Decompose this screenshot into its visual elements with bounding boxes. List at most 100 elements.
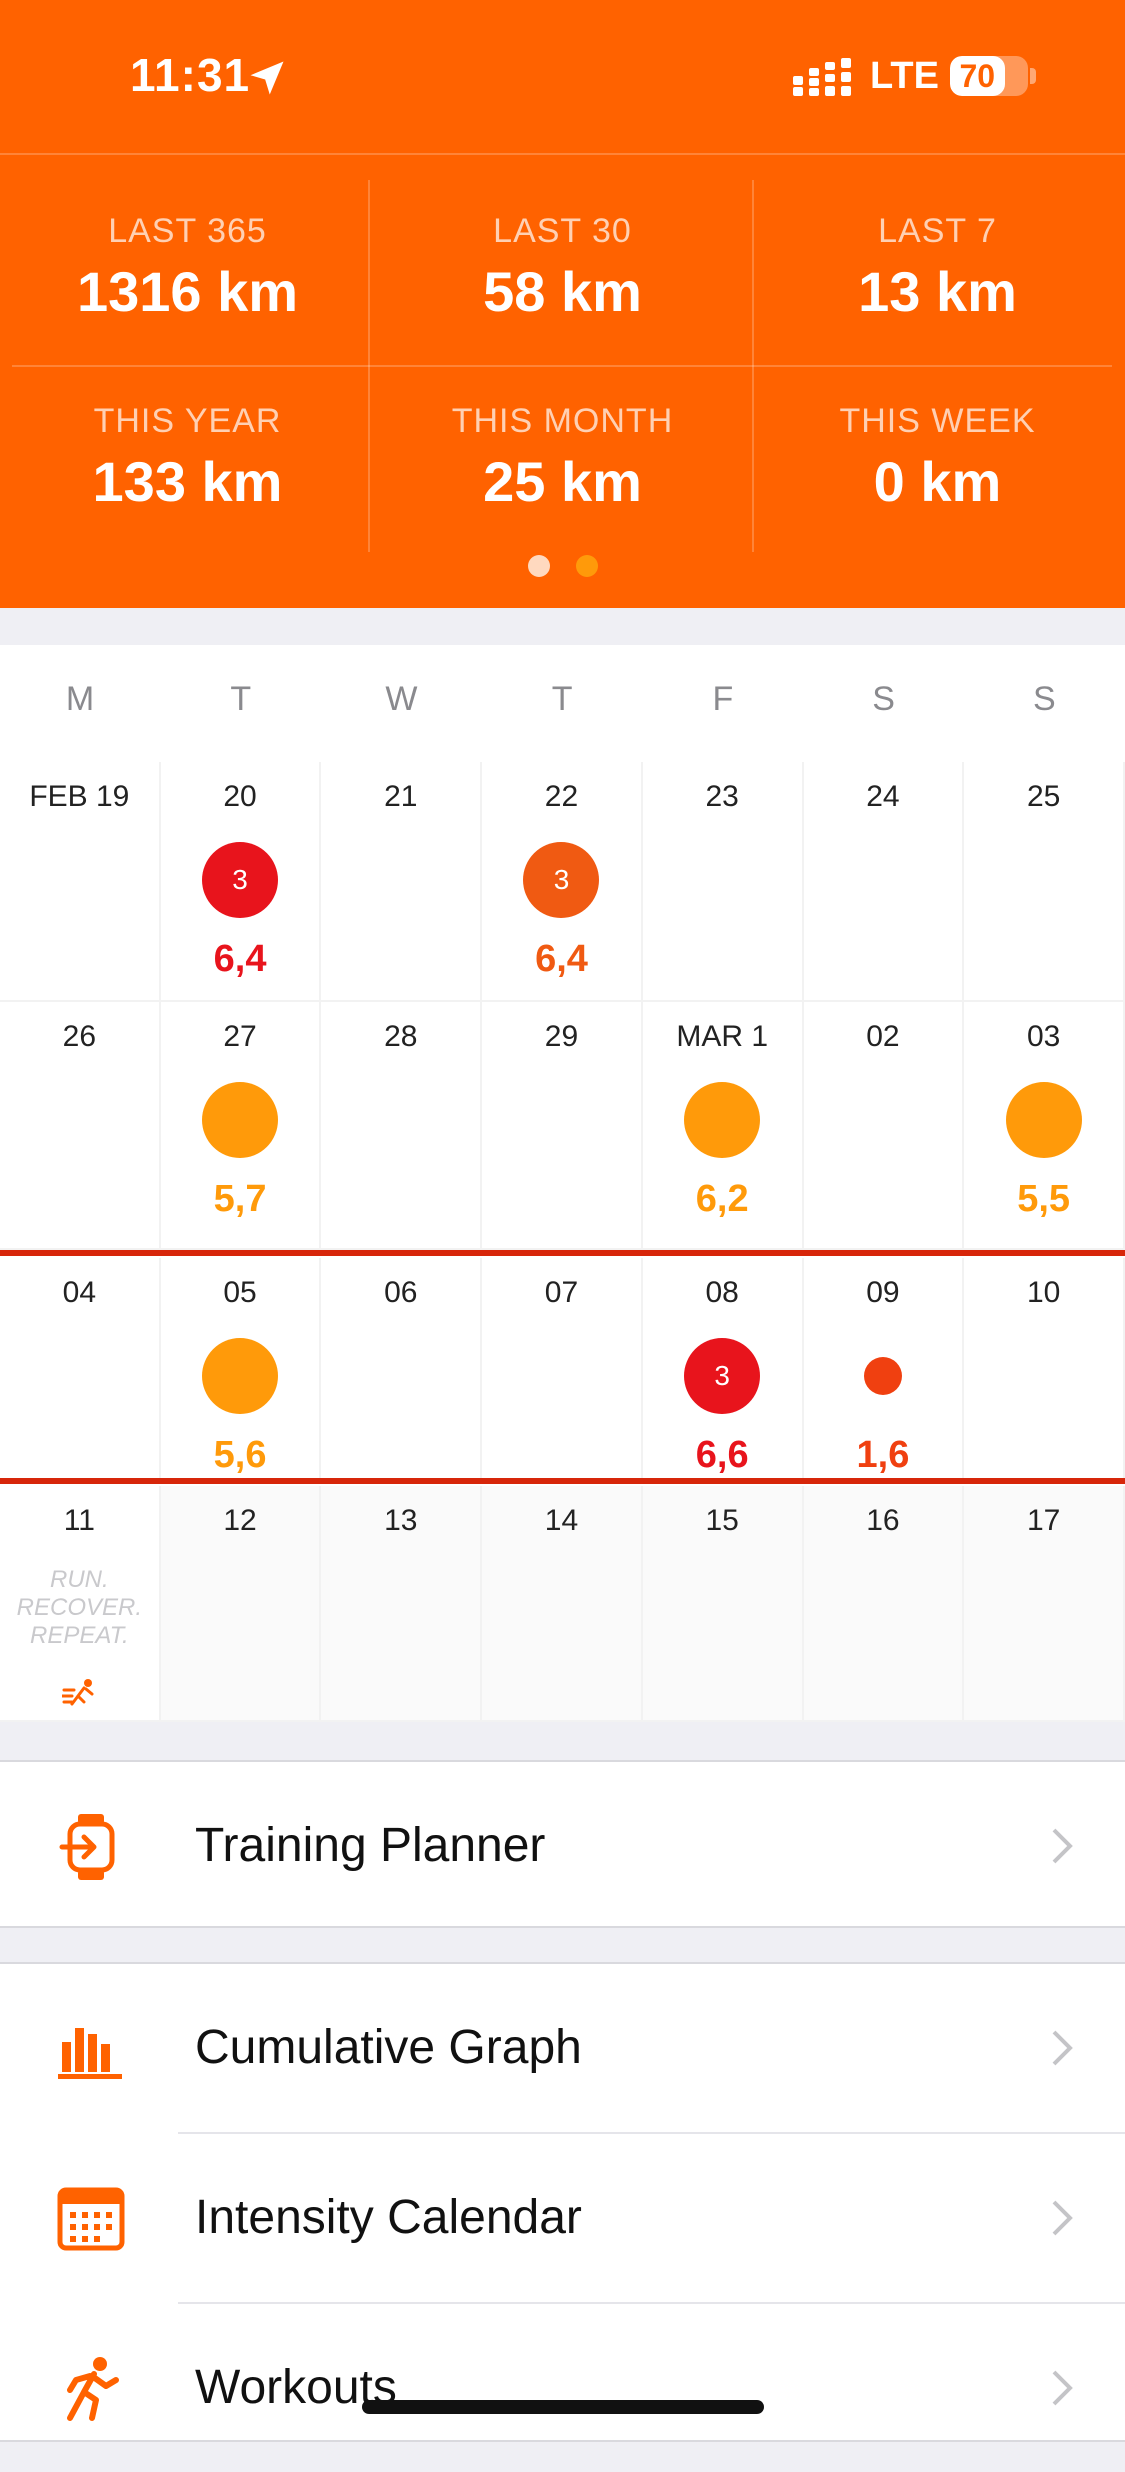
run-distance: 6,4 — [213, 938, 267, 980]
stat-label: LAST 365 — [108, 212, 267, 250]
day-number: 05 — [223, 1276, 257, 1309]
day-number: 28 — [384, 1020, 418, 1053]
day-number: 04 — [62, 1276, 97, 1309]
divider — [368, 180, 370, 552]
calendar-day-cell[interactable]: 05 5,6 — [160, 1258, 322, 1480]
calendar-day-cell[interactable]: 04 — [0, 1258, 161, 1480]
calendar-day-cell[interactable]: 07 — [482, 1258, 643, 1480]
calendar-day-cell[interactable]: 08 3 6,6 — [642, 1258, 804, 1480]
calendar-day-cell[interactable]: 26 — [0, 1002, 161, 1250]
day-number: MAR 1 — [676, 1020, 769, 1053]
stat-this-month[interactable]: THIS MONTH 25 km — [375, 402, 750, 514]
divider — [752, 180, 754, 552]
run-intensity-circle: 3 — [523, 842, 600, 918]
stat-label: THIS YEAR — [93, 402, 282, 440]
run-distance: 6,6 — [695, 1434, 749, 1476]
bar-graph-icon — [58, 2028, 122, 2079]
day-number: 26 — [62, 1020, 97, 1053]
calendar-day-cell[interactable]: 28 — [321, 1002, 483, 1250]
run-intensity-circle: 3 — [202, 842, 279, 918]
day-number: 14 — [544, 1504, 579, 1537]
day-number: 17 — [1026, 1504, 1061, 1537]
stat-last-30[interactable]: LAST 30 58 km — [375, 212, 750, 324]
stat-value: 25 km — [483, 450, 642, 513]
calendar-day-cell[interactable]: 25 — [964, 762, 1125, 1002]
day-number: 25 — [1026, 780, 1061, 813]
calendar-day-cell[interactable]: 27 5,7 — [160, 1002, 322, 1250]
divider — [178, 2132, 1125, 2134]
calendar-day-cell[interactable]: 15 — [642, 1486, 804, 1722]
menu-item-label: Cumulative Graph — [195, 2021, 582, 2074]
day-number: 11 — [63, 1504, 95, 1537]
calendar-day-cell[interactable]: 10 — [964, 1258, 1125, 1480]
day-number: 24 — [866, 780, 900, 813]
menu-item-training-planner[interactable]: Training Planner — [0, 1762, 1125, 1930]
run-distance: 5,7 — [213, 1178, 267, 1220]
menu-item-intensity-calendar[interactable]: Intensity Calendar — [0, 2134, 1125, 2302]
stat-last-365[interactable]: LAST 365 1316 km — [0, 212, 375, 324]
day-number: 15 — [705, 1504, 739, 1537]
menu-item-cumulative-graph[interactable]: Cumulative Graph — [0, 1964, 1125, 2132]
calendar-day-cell[interactable]: 14 — [482, 1486, 643, 1722]
calendar-day-cell[interactable]: 22 3 6,4 — [482, 762, 643, 1002]
menu-group-analytics: Cumulative Graph Intensity Calendar Work… — [0, 1962, 1125, 2442]
day-number: 13 — [384, 1504, 418, 1537]
page-indicator-dot-active[interactable] — [528, 555, 550, 577]
calendar-day-cell[interactable]: 17 — [964, 1486, 1125, 1722]
menu-group-planner: Training Planner — [0, 1760, 1125, 1928]
calendar-day-cell[interactable]: 29 — [482, 1002, 643, 1250]
calendar-day-cell[interactable]: 12 — [160, 1486, 322, 1722]
battery-tip — [1030, 68, 1036, 84]
stat-label: LAST 30 — [493, 212, 632, 250]
battery-percent: 70 — [959, 58, 996, 94]
calendar-day-cell[interactable]: 09 1,6 — [803, 1258, 965, 1480]
chevron-right-icon — [1052, 2200, 1073, 2236]
calendar-day-cell[interactable]: 21 — [321, 762, 483, 1002]
calendar-day-cell[interactable]: 20 3 6,4 — [160, 762, 322, 1002]
calendar-day-cell[interactable]: FEB 19 — [0, 762, 161, 1002]
current-week-bottom-line — [0, 1478, 1125, 1484]
weekday-label: M — [65, 680, 95, 718]
stat-this-week[interactable]: THIS WEEK 0 km — [750, 402, 1125, 514]
run-distance: 1,6 — [856, 1434, 910, 1476]
stat-value: 133 km — [92, 450, 283, 513]
day-number: 08 — [705, 1276, 739, 1309]
calendar-day-cell[interactable]: 03 5,5 — [964, 1002, 1125, 1250]
day-number: 21 — [384, 780, 418, 813]
stat-last-7[interactable]: LAST 7 13 km — [750, 212, 1125, 324]
day-number: 22 — [544, 780, 579, 813]
day-number: 20 — [223, 780, 257, 813]
chevron-right-icon — [1052, 2370, 1073, 2406]
calendar-day-cell[interactable]: 16 — [803, 1486, 965, 1722]
calendar-day-cell[interactable]: 24 — [803, 762, 965, 1002]
day-number: 03 — [1026, 1020, 1061, 1053]
run-distance: 5,5 — [1017, 1178, 1071, 1220]
day-number: 02 — [866, 1020, 900, 1053]
calendar-day-cell[interactable]: 02 — [803, 1002, 965, 1250]
calendar-day-cell[interactable]: 23 — [642, 762, 804, 1002]
weekday-label: T — [230, 680, 252, 718]
day-number: 16 — [866, 1504, 900, 1537]
home-indicator[interactable] — [362, 2400, 764, 2414]
run-intensity-circle — [684, 1082, 761, 1158]
calendar-day-cell[interactable]: MAR 1 6,2 — [642, 1002, 804, 1250]
battery-fill — [950, 56, 1005, 96]
calendar-day-cell[interactable]: 11 RUN. RECOVER. REPEAT. — [0, 1486, 161, 1722]
signal-strength-icon — [793, 58, 851, 96]
menu-item-label: Training Planner — [195, 1819, 546, 1872]
run-intensity-circle — [863, 1357, 902, 1395]
runner-icon — [67, 2357, 119, 2421]
stat-value: 1316 km — [76, 260, 299, 323]
stat-label: LAST 7 — [878, 212, 997, 250]
calendar-day-cell[interactable]: 06 — [321, 1258, 483, 1480]
stat-this-year[interactable]: THIS YEAR 133 km — [0, 402, 375, 514]
chevron-right-icon — [1052, 1828, 1073, 1864]
run-intensity-circle — [1005, 1082, 1082, 1158]
battery-icon: 70 — [950, 56, 1028, 96]
menu-item-label: Intensity Calendar — [195, 2191, 582, 2244]
page-indicator-dot[interactable] — [576, 555, 598, 577]
stat-label: THIS WEEK — [839, 402, 1036, 440]
calendar-day-cell[interactable]: 13 — [321, 1486, 483, 1722]
menu-item-workouts[interactable]: Workouts — [0, 2304, 1125, 2472]
current-week-top-line — [0, 1250, 1125, 1256]
